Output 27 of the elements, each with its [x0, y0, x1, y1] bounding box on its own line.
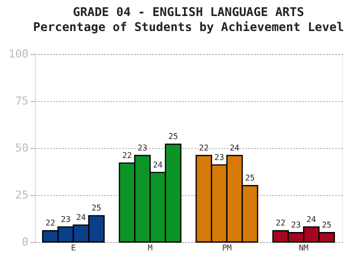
y-tick-label: 100 [8, 48, 28, 60]
text: 25 [245, 174, 255, 183]
text: 22 [199, 144, 209, 153]
text: 24 [152, 160, 163, 170]
x-tick-label: PM [222, 244, 232, 252]
x-tick-label: E [70, 244, 76, 252]
text: 25 [322, 220, 332, 230]
y-tick-label: 50 [15, 142, 28, 154]
chart-title: GRADE 04 - ENGLISH LANGUAGE ARTS [72, 5, 304, 19]
x-tick-label: M [148, 244, 153, 252]
x-tick-label: NM [298, 244, 309, 252]
series-label: 25 [92, 204, 102, 213]
text: 22 [122, 151, 132, 160]
series-label: 23 [60, 214, 71, 224]
text: 24 [230, 144, 240, 153]
chart-subtitle: Percentage of Students by Achievement Level [33, 20, 344, 34]
text: 23 [214, 152, 224, 162]
y-tick-label: 0 [22, 236, 28, 248]
y-tick-label: 75 [15, 94, 28, 108]
text: 22 [276, 218, 286, 228]
text: 25 [168, 132, 178, 142]
text: 24 [306, 214, 316, 224]
series-label: 24 [76, 213, 86, 222]
text: 23 [291, 220, 301, 230]
y-tick-label: 25 [15, 188, 28, 202]
text: 23 [138, 144, 148, 153]
series-label: 22 [46, 218, 56, 228]
